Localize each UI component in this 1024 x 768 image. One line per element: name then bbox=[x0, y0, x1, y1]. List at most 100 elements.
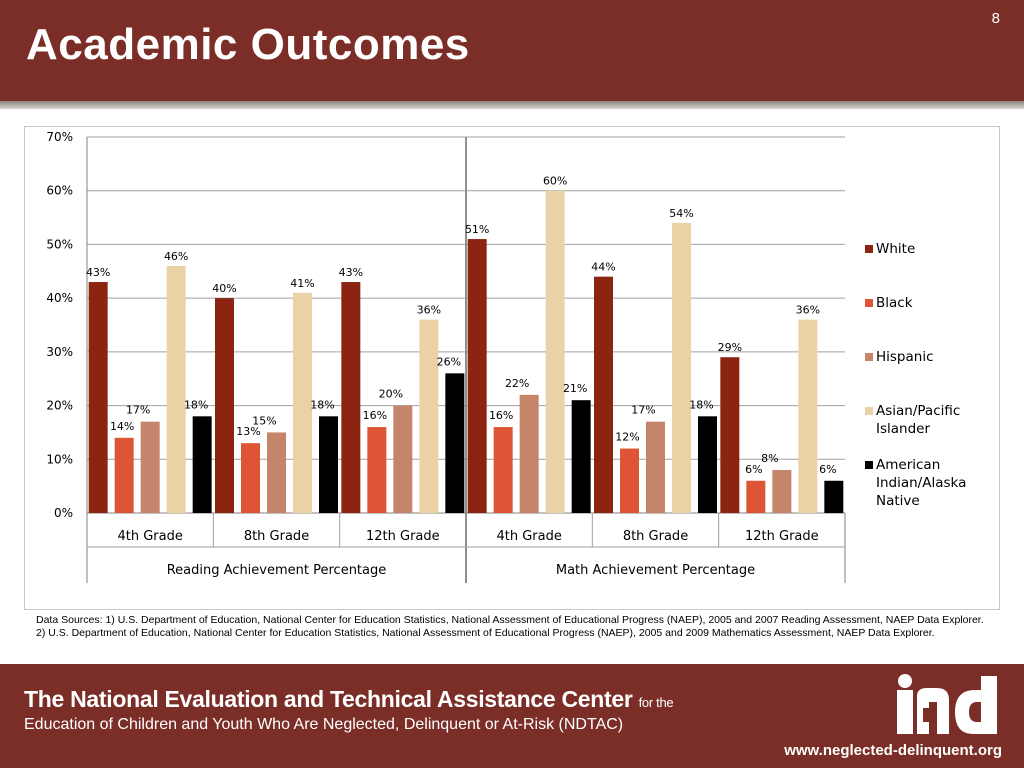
bar-data-label: 12% bbox=[615, 431, 639, 444]
bar bbox=[367, 427, 387, 513]
bar-data-label: 6% bbox=[745, 463, 762, 476]
bar-data-label: 18% bbox=[184, 398, 208, 411]
legend-label: Asian/Pacific bbox=[876, 403, 960, 419]
x-category-label: 4th Grade bbox=[496, 529, 561, 544]
achievement-bar-chart: 0% 10% 20% 30% 40% 50% 60% 70% 4th Grade 8th Grad… bbox=[46, 130, 966, 583]
bar bbox=[519, 394, 539, 513]
header-shadow bbox=[0, 101, 1024, 109]
bar bbox=[824, 480, 844, 513]
bar-data-label: 6% bbox=[819, 463, 836, 476]
bar bbox=[646, 421, 665, 513]
bar bbox=[114, 437, 134, 513]
org-name: The National Evaluation and Technical As… bbox=[24, 686, 674, 713]
bar bbox=[746, 480, 766, 513]
bar bbox=[571, 400, 591, 513]
bar bbox=[293, 292, 312, 513]
bar bbox=[620, 448, 639, 513]
y-tick-label: 40% bbox=[46, 291, 73, 305]
y-tick-label: 20% bbox=[46, 399, 73, 413]
legend-label: Islander bbox=[876, 421, 930, 437]
legend-swatch bbox=[865, 299, 873, 307]
bar-data-label: 16% bbox=[363, 409, 387, 422]
slide-header: Academic Outcomes 8 bbox=[0, 0, 1024, 101]
bar-data-label: 43% bbox=[339, 266, 363, 279]
bar bbox=[493, 427, 513, 513]
logo-i-dot bbox=[898, 674, 912, 688]
y-tick-label: 30% bbox=[46, 345, 73, 359]
legend-label: Black bbox=[876, 295, 913, 311]
bar bbox=[319, 416, 338, 513]
bar-data-label: 15% bbox=[252, 414, 276, 427]
legend-label: Native bbox=[876, 493, 920, 509]
bar-data-label: 36% bbox=[417, 304, 441, 317]
logo-n bbox=[917, 688, 949, 734]
bar bbox=[467, 239, 487, 514]
y-tick-label: 0% bbox=[54, 506, 73, 520]
bar bbox=[419, 319, 439, 513]
x-category-label: 4th Grade bbox=[117, 529, 182, 544]
logo-figure-2 bbox=[973, 708, 979, 720]
bar-data-label: 18% bbox=[310, 398, 334, 411]
logo-figure-1 bbox=[923, 708, 929, 722]
bar-data-label: 29% bbox=[718, 341, 742, 354]
bar-data-label: 41% bbox=[290, 277, 314, 290]
bar-data-label: 17% bbox=[631, 404, 655, 417]
bar-data-label: 43% bbox=[86, 266, 110, 279]
bar bbox=[445, 373, 465, 513]
bar bbox=[698, 416, 717, 513]
bar bbox=[88, 282, 108, 513]
logo-d bbox=[955, 676, 997, 734]
y-tick-label: 10% bbox=[46, 452, 73, 466]
chart-panel: 0% 10% 20% 30% 40% 50% 60% 70% 4th Grade 8th Grad… bbox=[24, 126, 1000, 610]
bar bbox=[140, 421, 160, 513]
logo-i-stem bbox=[897, 690, 913, 734]
bar bbox=[545, 190, 565, 513]
bar-data-label: 40% bbox=[212, 282, 236, 295]
bar bbox=[672, 222, 691, 513]
bar-data-label: 36% bbox=[796, 304, 820, 317]
bar bbox=[720, 357, 740, 513]
bar-data-label: 44% bbox=[591, 261, 615, 274]
bar-data-label: 21% bbox=[563, 382, 587, 395]
org-subtitle: Education of Children and Youth Who Are … bbox=[24, 716, 624, 733]
x-category-label: 12th Grade bbox=[366, 529, 440, 544]
legend-swatch bbox=[865, 245, 873, 253]
bar-data-label: 16% bbox=[489, 409, 513, 422]
bar-data-label: 51% bbox=[465, 223, 489, 236]
bar-data-label: 17% bbox=[126, 404, 150, 417]
source-line-1: Data Sources: 1) U.S. Department of Educ… bbox=[36, 614, 984, 626]
data-sources: Data Sources: 1) U.S. Department of Educ… bbox=[36, 614, 986, 640]
bar-data-label: 26% bbox=[437, 355, 461, 368]
y-tick-label: 70% bbox=[46, 130, 73, 144]
slide-number: 8 bbox=[991, 10, 1000, 27]
bar bbox=[341, 282, 361, 513]
legend-label: American bbox=[876, 457, 940, 473]
bar-data-label: 54% bbox=[669, 207, 693, 220]
legend-label: Indian/Alaska bbox=[876, 475, 966, 491]
bar bbox=[393, 405, 413, 513]
ndtac-logo bbox=[897, 674, 997, 734]
bar bbox=[594, 276, 613, 513]
bar bbox=[166, 265, 186, 513]
bar bbox=[798, 319, 818, 513]
slide-footer: The National Evaluation and Technical As… bbox=[0, 664, 1024, 768]
bar bbox=[192, 416, 212, 513]
bar-data-label: 18% bbox=[689, 398, 713, 411]
website-url: www.neglected-delinquent.org bbox=[784, 742, 1002, 759]
slide-title: Academic Outcomes bbox=[26, 20, 470, 69]
bar bbox=[215, 298, 234, 513]
bar-data-label: 22% bbox=[505, 377, 529, 390]
bar bbox=[241, 443, 260, 513]
bar bbox=[772, 470, 792, 513]
legend-swatch bbox=[865, 461, 873, 469]
org-for-the: for the bbox=[638, 695, 674, 710]
org-name-text: The National Evaluation and Technical As… bbox=[24, 686, 633, 712]
x-category-label: 12th Grade bbox=[745, 529, 819, 544]
bar-data-label: 60% bbox=[543, 175, 567, 188]
legend-swatch bbox=[865, 407, 873, 415]
bar-data-label: 46% bbox=[164, 250, 188, 263]
bar-data-label: 14% bbox=[110, 420, 134, 433]
bar-data-label: 20% bbox=[379, 388, 403, 401]
x-group-label: Math Achievement Percentage bbox=[556, 563, 755, 578]
y-tick-label: 50% bbox=[46, 237, 73, 251]
